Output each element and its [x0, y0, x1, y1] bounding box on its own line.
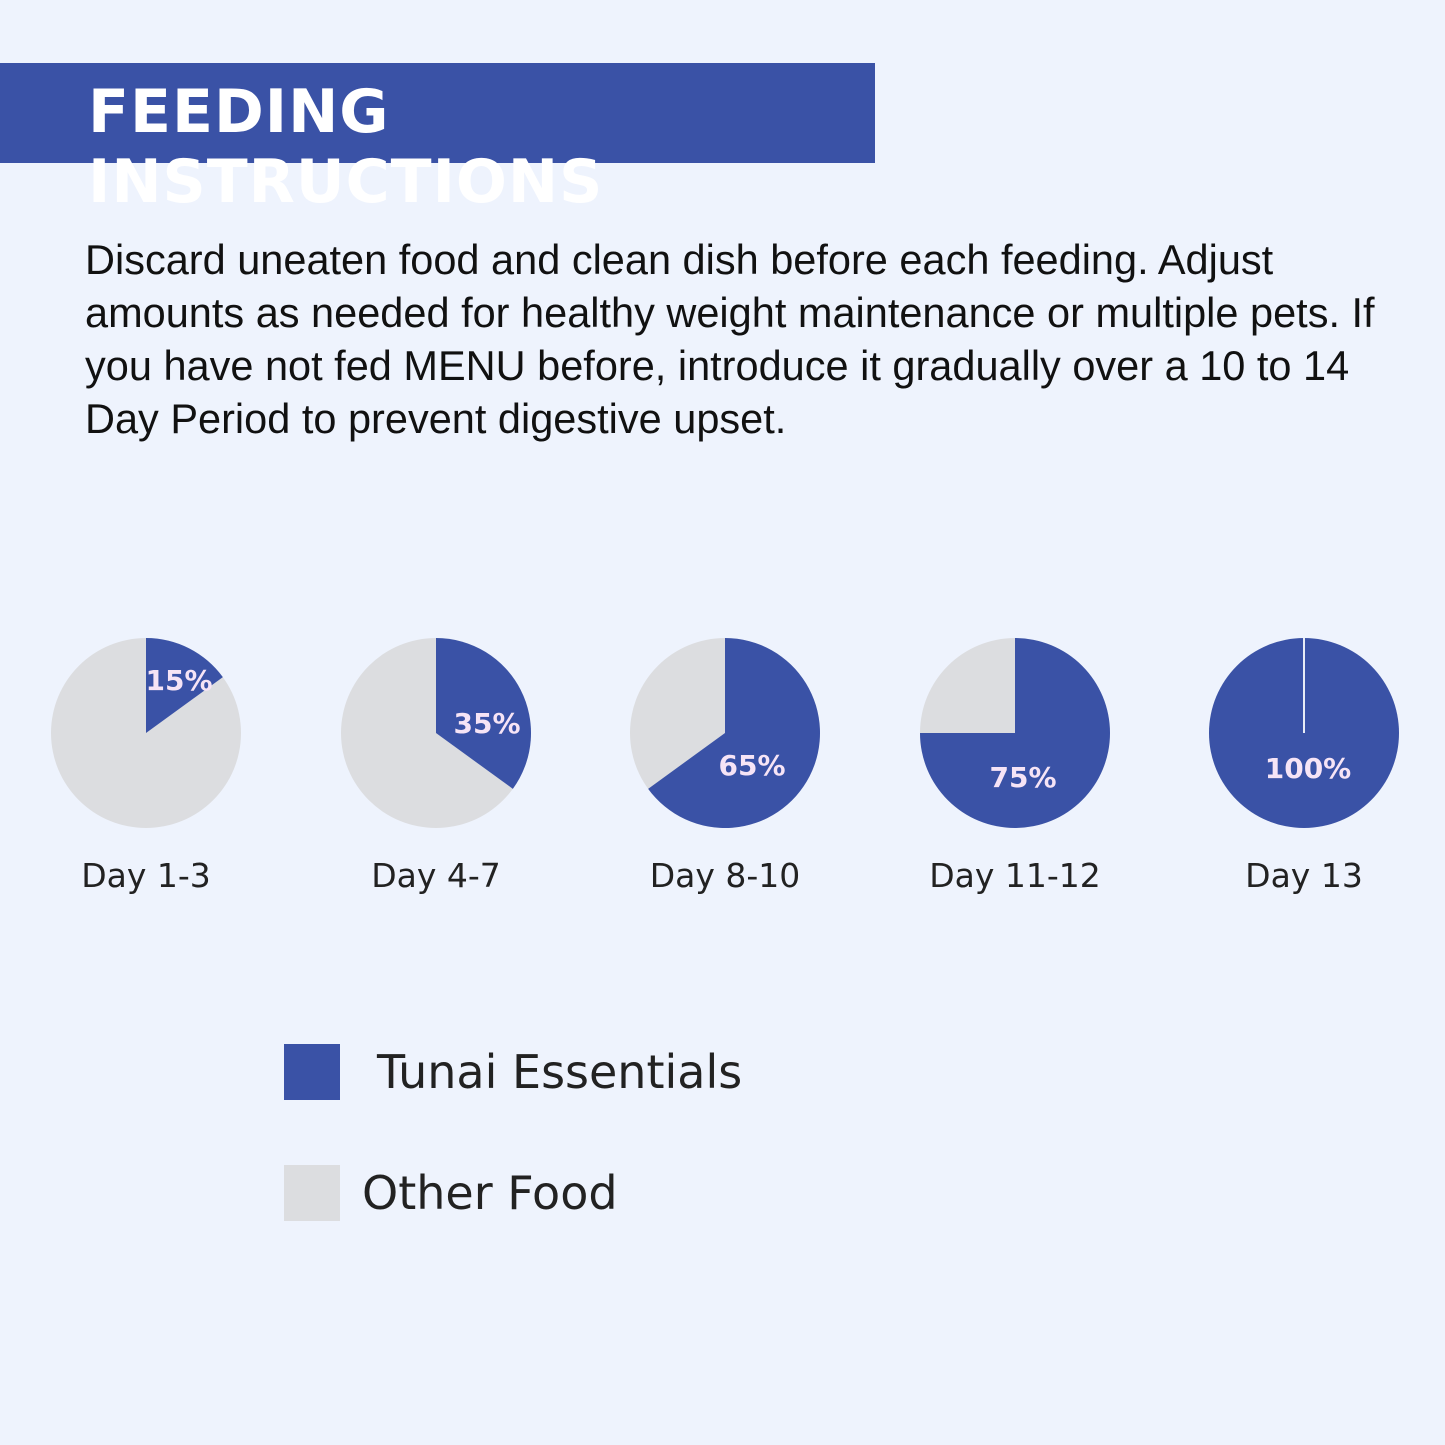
pie-category-label: Day 1-3 [81, 856, 211, 895]
pie-data-label: 65% [718, 749, 785, 782]
page-title: FEEDING INSTRUCTIONS [88, 77, 604, 217]
legend-item-other: Other Food [284, 1165, 618, 1221]
legend-label-tunai: Tunai Essentials [377, 1045, 743, 1099]
legend-item-tunai: Tunai Essentials [284, 1044, 742, 1100]
pie-category-label: Day 13 [1245, 856, 1363, 895]
legend-swatch-tunai [284, 1044, 340, 1100]
pie-data-label: 15% [145, 664, 212, 697]
pie-data-label: 75% [989, 761, 1056, 794]
pie-data-label: 100% [1265, 752, 1352, 785]
legend-swatch-other [284, 1165, 340, 1221]
pie-category-label: Day 8-10 [650, 856, 801, 895]
pie-slice-tunai [648, 638, 820, 828]
pie-slice-tunai [436, 638, 532, 789]
pie-category-label: Day 11-12 [929, 856, 1101, 895]
pie-slice-tunai [920, 638, 1110, 828]
pie-category-label: Day 4-7 [371, 856, 501, 895]
pie-slice-tunai [146, 638, 223, 733]
title-banner: FEEDING INSTRUCTIONS [0, 63, 875, 217]
instructions-text: Discard uneaten food and clean dish befo… [85, 236, 1375, 442]
pie-charts: 15% Day 1-3 35% Day 4-7 65% Day 8-10 75% Day 11… [51, 638, 1399, 895]
pie-data-label: 35% [453, 707, 520, 740]
legend-label-other: Other Food [362, 1166, 618, 1220]
